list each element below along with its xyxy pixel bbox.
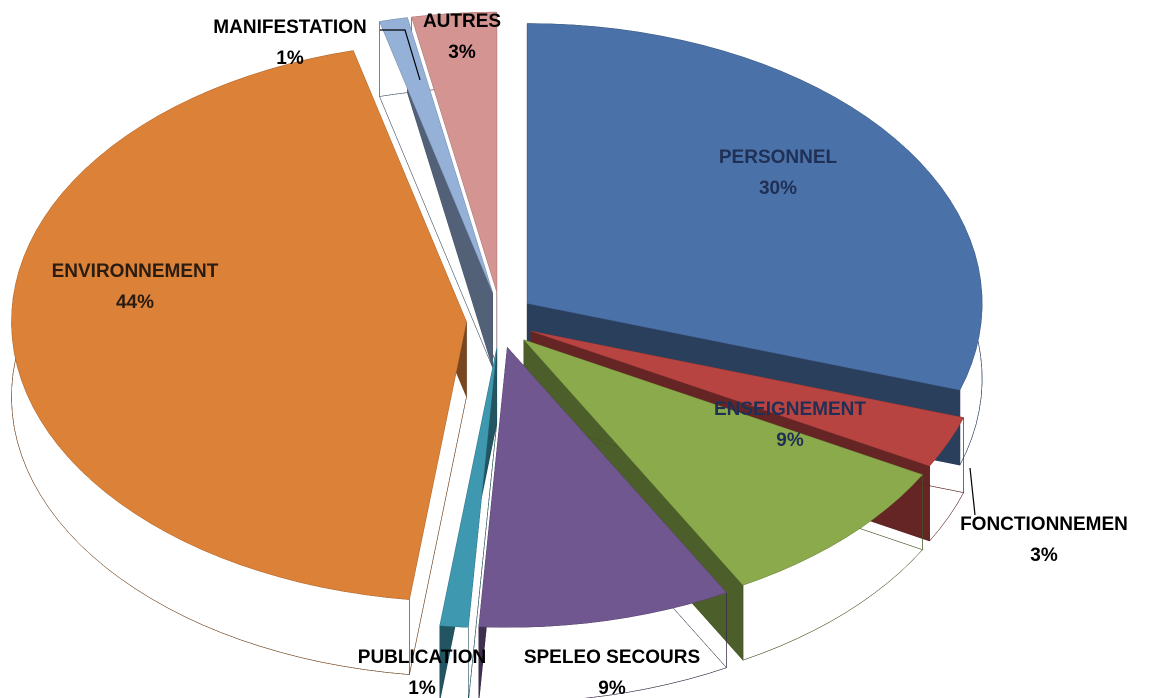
slice-top (530, 330, 964, 467)
leader-line (380, 29, 421, 81)
slice-value-label: 3% (1030, 545, 1058, 566)
slice-side (379, 17, 493, 368)
pie-slice (478, 346, 727, 698)
slice-label: SPELEO SECOURS (524, 647, 700, 668)
leader-line (969, 467, 976, 516)
slice-top (478, 346, 727, 628)
pie-slice (522, 339, 923, 661)
slice-label: AUTRES (423, 11, 501, 32)
slice-value-label: 1% (276, 48, 304, 69)
slice-label: PERSONNEL (719, 147, 838, 168)
slice-top (379, 17, 493, 293)
slice-top (11, 50, 467, 600)
pie-slice (439, 347, 498, 698)
slice-top (439, 347, 498, 628)
slice-label: FONCTIONNEMEN (960, 514, 1128, 535)
slice-top (526, 23, 983, 391)
slice-value-label: 44% (116, 292, 154, 313)
slice-value-label: 1% (408, 678, 436, 698)
slice-value-label: 30% (759, 178, 797, 199)
slice-top (522, 339, 923, 586)
slice-value-label: 9% (598, 678, 626, 698)
slice-label: ENSEIGNEMENT (714, 399, 866, 420)
pie-slice (11, 50, 467, 675)
slice-label: PUBLICATION (358, 647, 486, 668)
pie-slice (411, 11, 498, 368)
slice-value-label: 3% (448, 42, 476, 63)
slice-top (411, 11, 498, 293)
slice-label: ENVIRONNEMENT (52, 261, 219, 282)
slice-label: MANIFESTATION (213, 17, 366, 38)
pie-slice (379, 17, 493, 368)
slice-value-label: 9% (776, 430, 804, 451)
